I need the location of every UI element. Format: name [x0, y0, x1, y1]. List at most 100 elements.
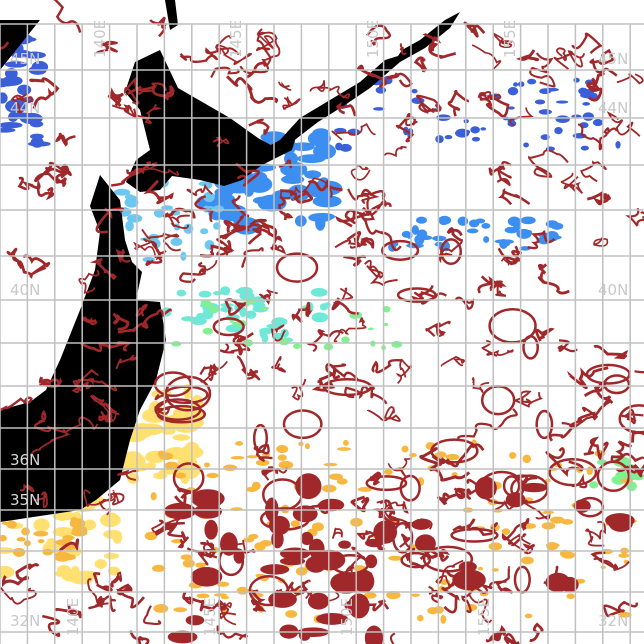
- temperature-patch: [276, 445, 289, 454]
- eddy-contour: [156, 404, 206, 424]
- temperature-patch: [21, 527, 30, 536]
- isotherm-contour: [416, 94, 442, 114]
- eddy-contour: [381, 239, 420, 261]
- isotherm-contour: [225, 75, 279, 104]
- isotherm-contour: [371, 358, 402, 374]
- isotherm-contour: [516, 49, 540, 62]
- temperature-patch: [206, 472, 219, 479]
- isotherm-contour: [54, 132, 76, 148]
- isotherm-contour: [350, 495, 370, 513]
- land-corner-northwest: [0, 20, 40, 70]
- isotherm-contour: [553, 50, 586, 70]
- temperature-patch: [546, 541, 559, 551]
- warm-eddy: [300, 531, 314, 546]
- isotherm-contour: [468, 594, 493, 624]
- isotherm-contour: [87, 578, 109, 607]
- isotherm-contour: [95, 207, 124, 234]
- temperature-patch: [171, 341, 182, 347]
- isotherm-contour: [453, 478, 486, 500]
- temperature-patch: [245, 310, 257, 319]
- isotherm-contour: [463, 21, 486, 38]
- isotherm-contour: [271, 356, 286, 373]
- isotherm-contour: [98, 402, 117, 422]
- isotherm-contour: [182, 591, 222, 612]
- isotherm-contour: [496, 166, 511, 186]
- isotherm-contour: [186, 183, 213, 197]
- isotherm-contour: [88, 595, 117, 613]
- temperature-patch: [16, 537, 26, 542]
- temperature-patch: [470, 126, 480, 134]
- isotherm-contour: [223, 52, 253, 66]
- eddy-contour: [548, 457, 598, 487]
- isotherm-contour: [457, 408, 518, 442]
- isotherm-contour: [501, 517, 530, 547]
- eddy-contour: [261, 478, 303, 512]
- isotherm-contour: [17, 176, 55, 201]
- temperature-patch: [30, 133, 44, 140]
- temperature-patch: [122, 454, 141, 464]
- eddy-contour: [322, 377, 373, 397]
- isotherm-contour: [593, 344, 629, 360]
- temperature-patch: [544, 87, 559, 92]
- temperature-patch: [561, 518, 574, 525]
- isotherm-contour: [277, 81, 292, 91]
- warm-eddy: [185, 615, 205, 626]
- land-hokkaido: [125, 50, 300, 192]
- temperature-patch: [223, 464, 238, 471]
- isotherm-contour: [413, 56, 428, 73]
- temperature-patch: [202, 327, 214, 335]
- isotherm-contour: [593, 237, 609, 247]
- temperature-patch: [124, 194, 134, 200]
- temperature-patch: [383, 322, 389, 327]
- eddy-contour: [596, 460, 631, 493]
- isotherm-contour: [123, 104, 138, 120]
- isotherm-contour: [291, 378, 307, 401]
- isotherm-contour: [19, 483, 35, 493]
- temperature-patch: [261, 334, 269, 344]
- temperature-patch: [153, 208, 166, 218]
- isotherm-contour: [145, 240, 167, 266]
- temperature-patch: [483, 236, 490, 243]
- isotherm-contour: [132, 238, 162, 261]
- temperature-patch: [523, 142, 529, 148]
- isotherm-contour: [529, 622, 544, 642]
- isotherm-contour: [343, 254, 366, 267]
- temperature-patch: [511, 227, 518, 233]
- warm-eddy: [452, 569, 486, 591]
- isotherm-contour: [143, 605, 162, 625]
- temperature-patch: [173, 607, 188, 613]
- isotherm-contour: [507, 533, 535, 555]
- isotherm-contour: [543, 565, 559, 586]
- isotherm-contour: [335, 206, 370, 228]
- isotherm-contour: [78, 269, 100, 294]
- temperature-patch: [411, 88, 418, 94]
- temperature-patch: [571, 114, 582, 119]
- temperature-patch: [17, 84, 32, 96]
- temperature-patch: [290, 520, 300, 528]
- isotherm-contour: [610, 440, 644, 464]
- eddy-contour: [450, 527, 499, 543]
- temperature-patch: [0, 78, 10, 88]
- temperature-patch: [42, 548, 53, 556]
- eddy-contour: [400, 551, 432, 569]
- temperature-patch: [311, 312, 329, 323]
- isotherm-contour: [586, 71, 605, 102]
- temperature-patch: [190, 316, 207, 326]
- warm-eddy: [167, 630, 198, 644]
- temperature-patch: [220, 306, 234, 313]
- isotherm-contour: [42, 614, 61, 637]
- temperature-patch: [68, 574, 82, 581]
- isotherm-contour: [89, 258, 117, 281]
- isotherm-contour: [331, 122, 376, 141]
- temperature-patch: [481, 223, 491, 229]
- temperature-patch: [212, 205, 225, 213]
- lat-label-right-40: 40N: [598, 281, 629, 299]
- lat-label-left-36: 36N: [10, 451, 41, 469]
- temperature-patch: [550, 516, 565, 524]
- isotherm-contour: [478, 91, 510, 118]
- lon-label-top-155: 155E: [501, 19, 519, 58]
- isotherm-contour: [383, 145, 407, 158]
- temperature-patch: [440, 614, 447, 624]
- temperature-patch: [200, 228, 209, 235]
- temperature-patch: [246, 455, 259, 459]
